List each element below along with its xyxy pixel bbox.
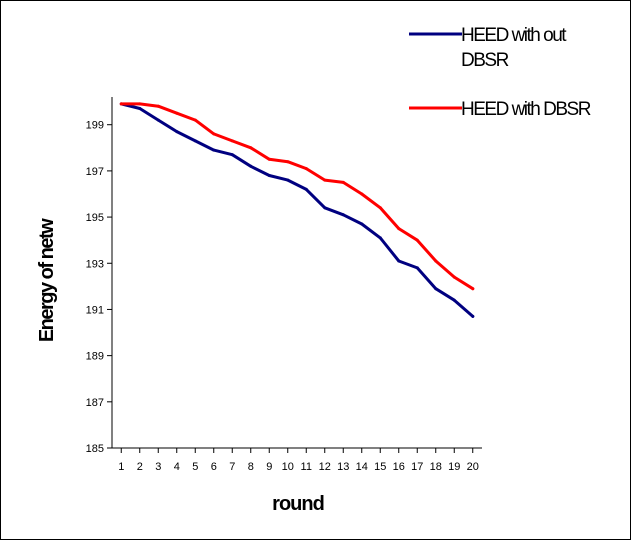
series-1-point <box>434 287 438 291</box>
series-2-point <box>212 132 216 136</box>
x-tick-label: 14 <box>356 461 368 473</box>
x-tick-label: 19 <box>448 461 460 473</box>
series-1-point <box>471 314 475 318</box>
y-tick-label: 187 <box>86 397 104 409</box>
series-2-point <box>341 180 345 184</box>
series-2-point <box>434 259 438 263</box>
x-tick-label: 9 <box>266 461 272 473</box>
y-tick-label: 191 <box>86 304 104 316</box>
x-tick-label: 10 <box>282 461 294 473</box>
series-line-2 <box>119 102 475 291</box>
x-tick-label: 1 <box>118 461 124 473</box>
series-1-point <box>267 174 271 177</box>
series-2-point <box>304 167 308 171</box>
x-tick-label: 6 <box>211 461 217 473</box>
series-1-point <box>138 107 142 110</box>
x-tick-label: 15 <box>374 461 386 473</box>
series-2-point <box>138 102 142 106</box>
x-tick-label: 3 <box>155 461 161 473</box>
y-tick-label: 185 <box>86 443 104 455</box>
x-tick-label: 13 <box>337 461 349 473</box>
series-2-point <box>378 206 382 210</box>
series-2-point <box>230 139 234 143</box>
series-1-point <box>156 118 160 122</box>
series-1-point <box>230 153 234 157</box>
series-1-point <box>193 139 197 143</box>
series-1-point <box>397 259 401 263</box>
legend: HEED with out DBSR HEED with DBSR <box>409 25 592 120</box>
series-2-point <box>193 118 197 122</box>
x-tick-label: 7 <box>229 461 235 473</box>
y-tick-label: 197 <box>86 166 104 178</box>
x-tick-label: 12 <box>319 461 331 473</box>
series-2-point <box>415 238 419 242</box>
y-axis-title: Energy of netw <box>36 218 58 342</box>
series-1-point <box>323 206 327 210</box>
y-tick-label: 195 <box>86 212 104 224</box>
series-2-point <box>360 192 364 196</box>
series-1-point <box>415 266 419 270</box>
series-2-point <box>452 275 456 279</box>
x-axis-title: round <box>272 493 324 515</box>
legend-label-1: HEED with out <box>461 25 567 46</box>
x-tick-label: 18 <box>430 461 442 473</box>
series-1-point <box>249 164 253 168</box>
x-tick-label: 11 <box>301 461 312 473</box>
x-tick-label: 17 <box>411 461 423 473</box>
series-2-point <box>397 227 401 231</box>
series-1-point <box>378 236 382 240</box>
series-1-point <box>360 222 364 226</box>
series-1-point <box>212 148 216 152</box>
series-2-point <box>267 157 271 161</box>
series-2-point <box>249 146 253 150</box>
series-1-point <box>452 298 456 302</box>
series-lines <box>119 102 475 318</box>
x-tick-label: 8 <box>248 461 254 473</box>
legend-label-1: DBSR <box>461 50 509 71</box>
series-2-point <box>156 104 160 108</box>
series-2-point <box>471 287 475 291</box>
series-2-point <box>119 102 123 106</box>
series-2-point <box>175 111 179 115</box>
y-tick-label: 193 <box>86 258 104 270</box>
series-line-1 <box>119 102 475 318</box>
x-tick-label: 5 <box>192 461 198 473</box>
series-2-point <box>286 160 290 164</box>
y-tick-label: 189 <box>86 351 104 363</box>
x-tick-label: 2 <box>137 461 143 473</box>
series-1-point <box>175 130 179 134</box>
x-tick-label: 4 <box>174 461 180 473</box>
legend-label-2: HEED with DBSR <box>461 99 591 120</box>
x-tick-label: 16 <box>393 461 405 473</box>
x-tick-label: 20 <box>467 461 479 473</box>
y-tick-label: 199 <box>86 120 104 132</box>
series-2-point <box>323 178 327 182</box>
series-1-point <box>341 213 345 217</box>
series-1-point <box>304 187 308 191</box>
series-1-point <box>286 178 290 182</box>
